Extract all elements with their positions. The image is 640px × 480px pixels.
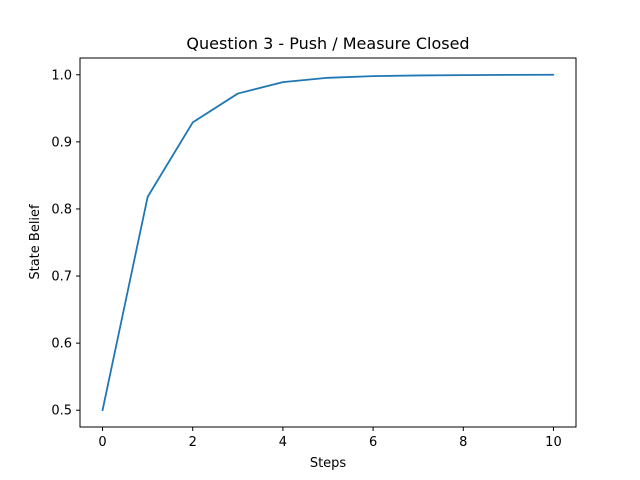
x-axis: 0 2 4 6 8 10 (98, 427, 562, 450)
x-tick-label: 6 (369, 435, 377, 450)
x-tick-label: 4 (279, 435, 287, 450)
y-tick-label: 0.9 (51, 135, 72, 150)
series-layer (101, 73, 555, 412)
plot-frame (79, 57, 577, 428)
y-axis: 0.5 0.6 0.7 0.8 0.9 1.0 (51, 68, 80, 419)
y-tick-label: 0.6 (51, 337, 72, 352)
y-axis-label: State Belief (28, 204, 43, 280)
x-tick-label: 2 (189, 435, 197, 450)
y-tick-label: 0.8 (51, 202, 72, 217)
y-tick-label: 1.0 (51, 68, 72, 83)
chart-title: Question 3 - Push / Measure Closed (186, 34, 469, 53)
x-axis-label: Steps (310, 456, 347, 471)
plot-area (80, 58, 576, 427)
x-tick-label: 10 (545, 435, 562, 450)
x-tick-label: 8 (459, 435, 467, 450)
plot-background (80, 58, 576, 427)
series-line (101, 73, 555, 412)
y-tick-label: 0.7 (51, 270, 72, 285)
x-tick-label: 0 (98, 435, 106, 450)
y-tick-label: 0.5 (51, 404, 72, 419)
